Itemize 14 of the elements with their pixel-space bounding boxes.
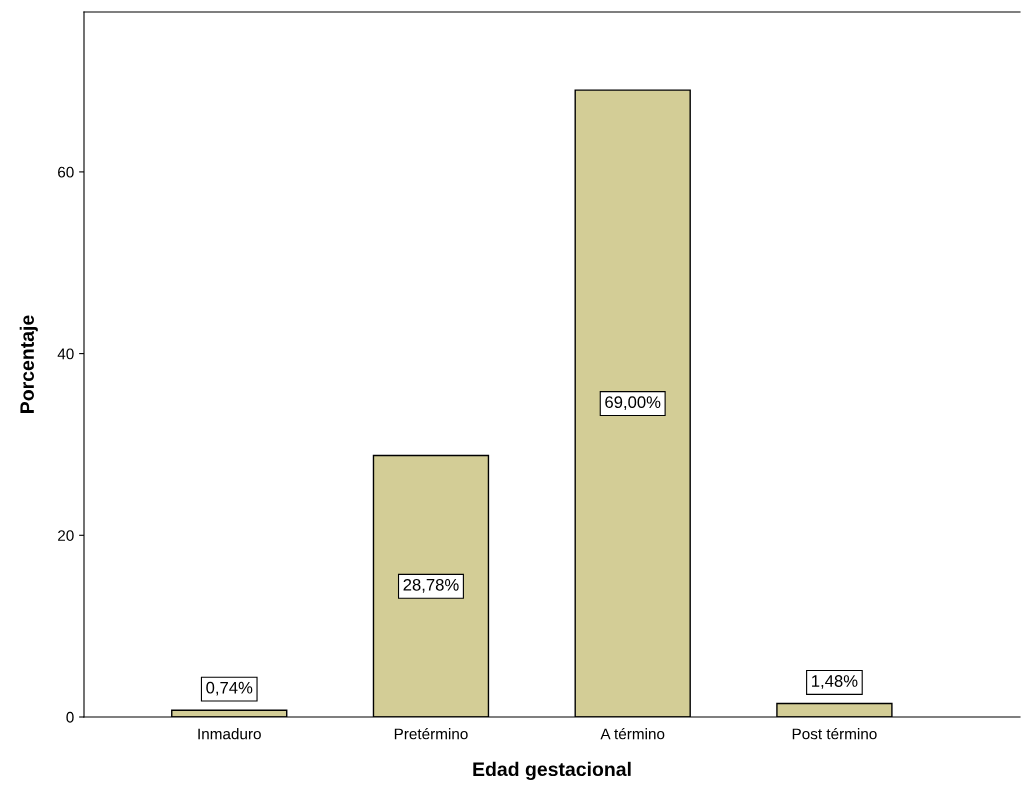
y-tick-label: 40 bbox=[57, 348, 74, 360]
y-tick-label: 0 bbox=[66, 711, 74, 723]
x-tick-label: Pretérmino bbox=[394, 727, 468, 740]
x-tick-label: A término bbox=[600, 727, 665, 740]
y-tick-label: 60 bbox=[58, 166, 74, 178]
y-axis-title: Porcentaje bbox=[19, 315, 38, 413]
x-tick-label: Inmaduro bbox=[198, 728, 261, 740]
y-tick-label: 20 bbox=[58, 530, 74, 541]
x-axis-title: Edad gestacional bbox=[473, 761, 631, 781]
data-label: 28,78% bbox=[403, 578, 459, 593]
data-label: 0,74% bbox=[206, 681, 253, 696]
data-label: 69,00% bbox=[605, 396, 661, 411]
x-tick-label: Post término bbox=[792, 727, 877, 740]
data-label: 1,48% bbox=[812, 675, 858, 689]
